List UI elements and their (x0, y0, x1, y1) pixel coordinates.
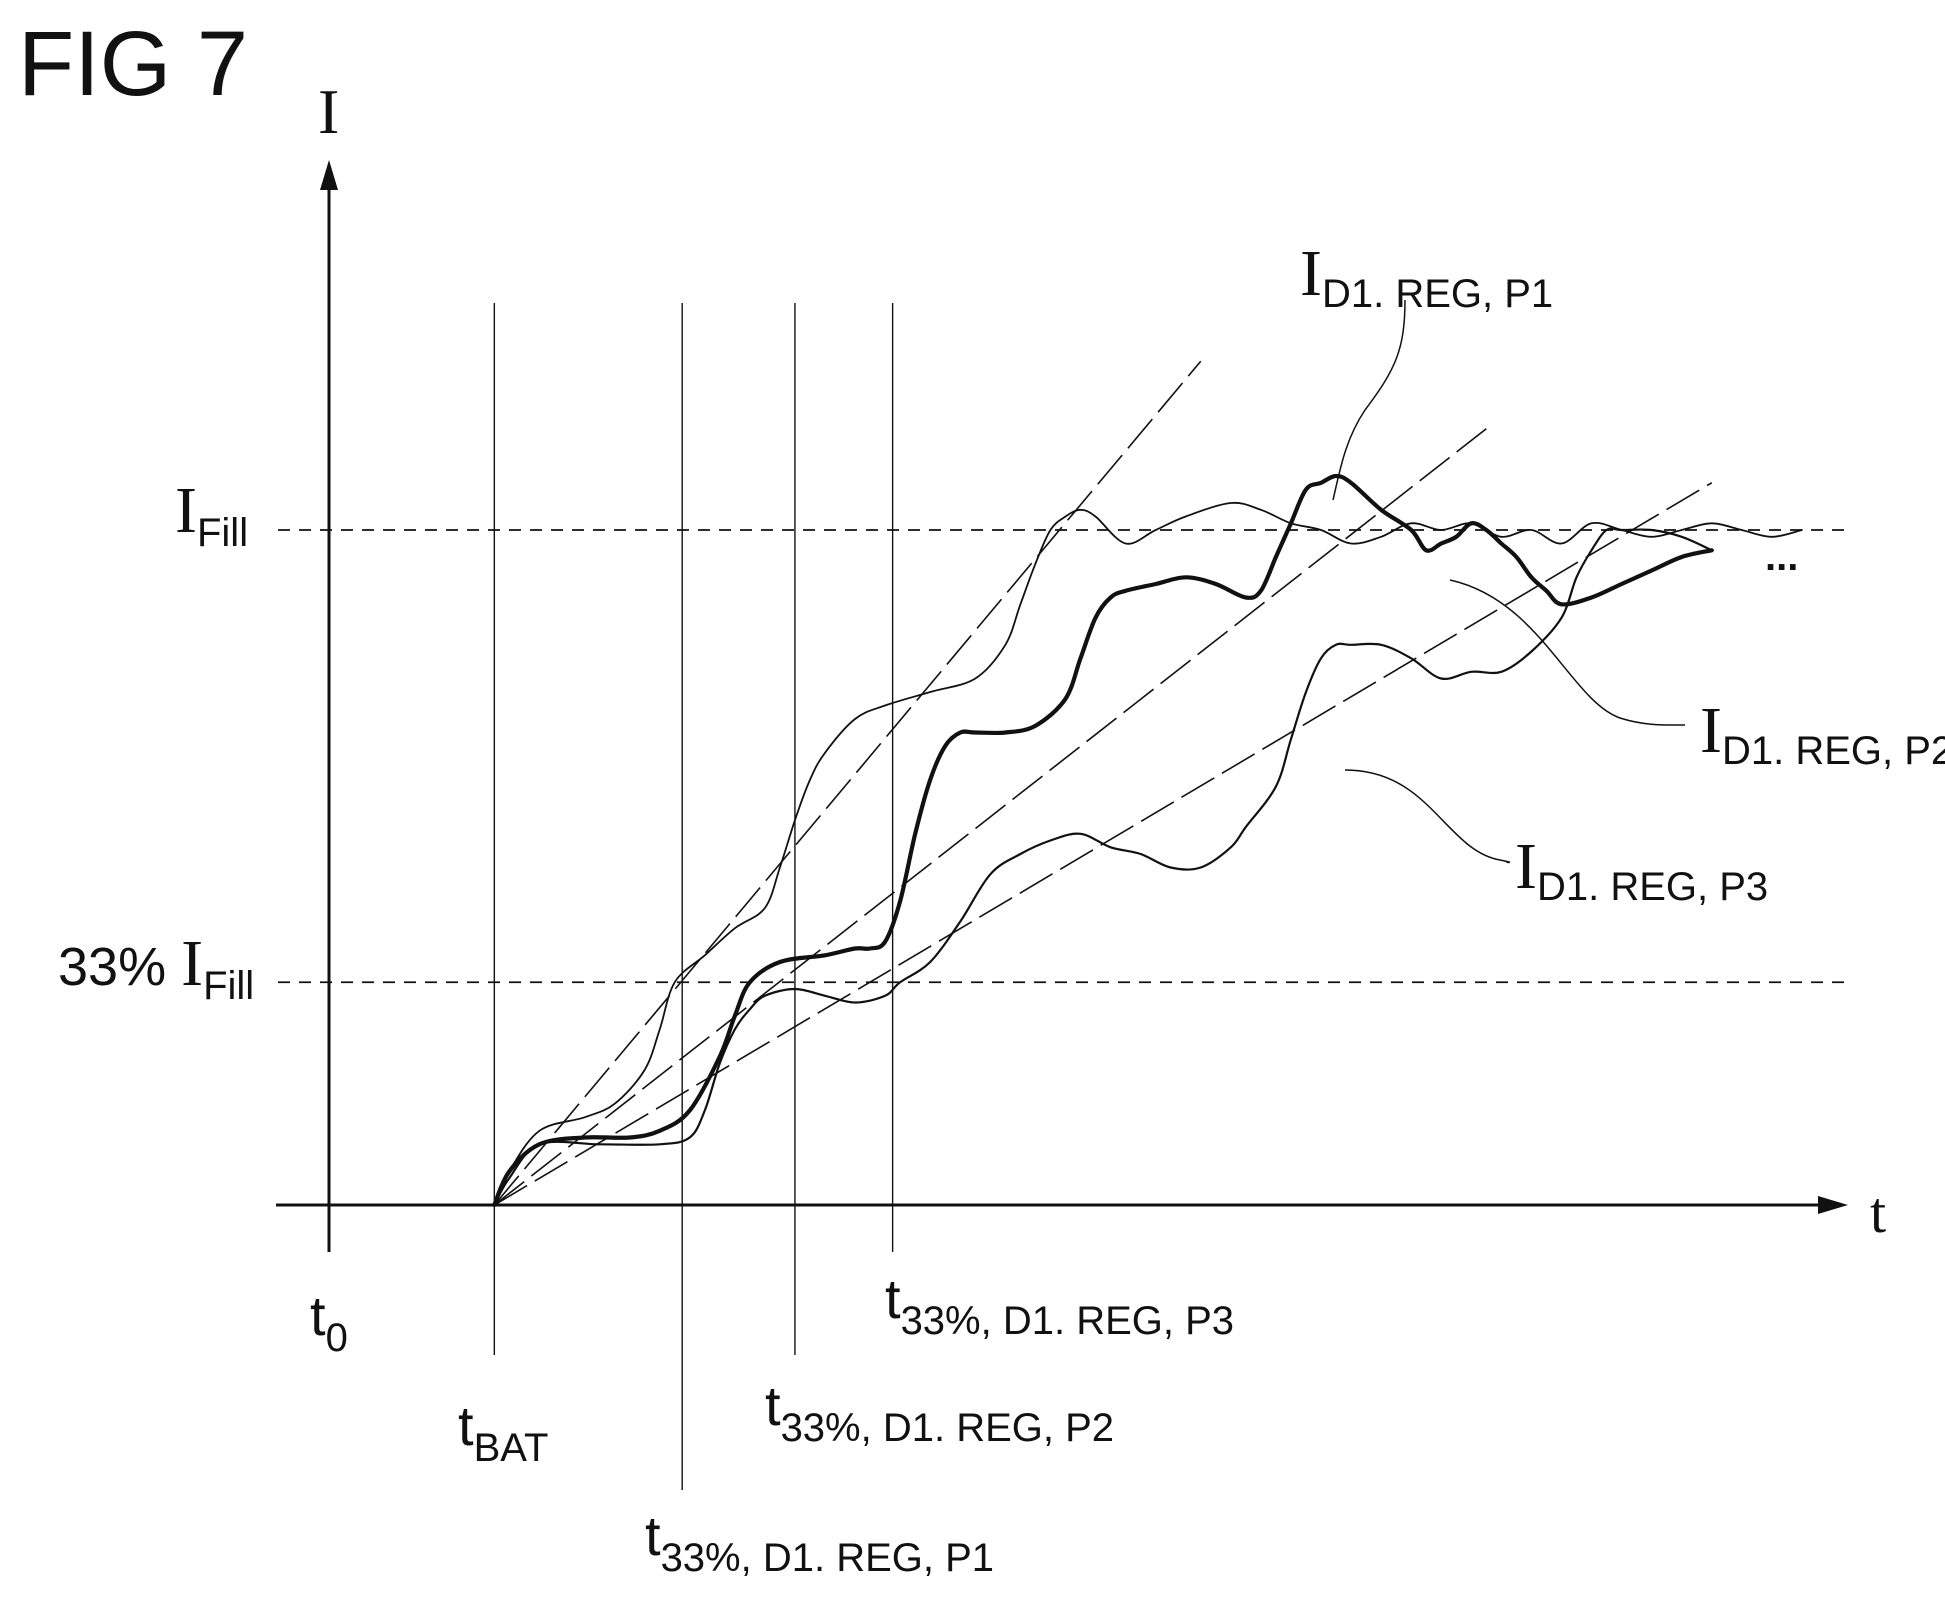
slope-lines (493, 360, 1713, 1206)
t33-p3-label: t33%, D1. REG, P3 (885, 1267, 1234, 1343)
slope-line-0 (493, 360, 1202, 1206)
series-line-p3 (493, 527, 1713, 1207)
series-curves (492, 473, 1803, 1208)
y-axis-label: I (318, 76, 339, 147)
reference-levels (278, 529, 1850, 984)
series-label-p3: ID1. REG, P3 (1515, 830, 1768, 909)
t33-p2-label: t33%, D1. REG, P2 (765, 1374, 1114, 1450)
tbat-label: tBAT (458, 1394, 548, 1470)
trailing-ellipsis: ... (1765, 535, 1798, 579)
slope-line-1 (493, 428, 1487, 1206)
t0-label: t0 (310, 1284, 348, 1360)
y-axis-arrowhead (320, 160, 338, 190)
series-line-p2 (492, 473, 1714, 1208)
leader-p1 (1332, 299, 1406, 501)
ifill-label: IFill (175, 474, 248, 555)
figure-label: FIG 7 (18, 13, 248, 115)
axes (276, 160, 1848, 1252)
x-axis-arrowhead (1818, 1196, 1848, 1214)
series-label-p2: ID1. REG, P2 (1700, 694, 1945, 773)
t33-p1-label: t33%, D1. REG, P1 (645, 1504, 994, 1580)
series-line-p1 (493, 501, 1803, 1206)
leader-p3 (1344, 769, 1511, 864)
ifill-33-label: 33% IFill (58, 927, 254, 1008)
time-marks (327, 303, 894, 1490)
x-axis-label: t (1870, 1180, 1886, 1245)
series-label-p1: ID1. REG, P1 (1300, 237, 1553, 316)
leader-p2 (1449, 579, 1686, 726)
